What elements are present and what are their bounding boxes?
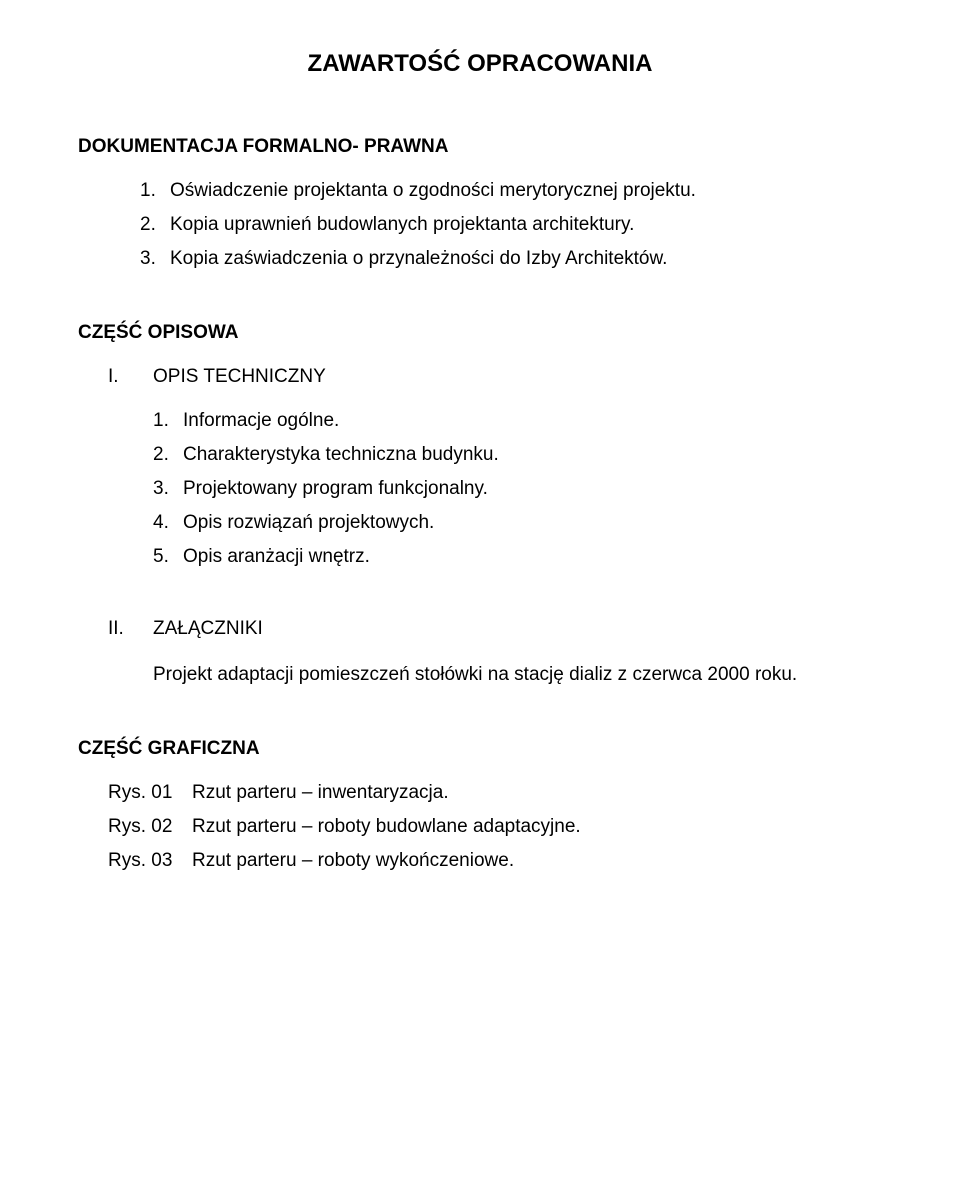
section-heading-graficzna: CZĘŚĆ GRAFICZNA	[78, 738, 882, 760]
rys-item: Rys. 03 Rzut parteru – roboty wykończeni…	[108, 850, 882, 872]
item-text: Opis rozwiązań projektowych.	[183, 512, 434, 534]
item-text: Projektowany program funkcjonalny.	[183, 478, 488, 500]
rys-label: Rys. 03	[108, 850, 192, 872]
rys-item: Rys. 01 Rzut parteru – inwentaryzacja.	[108, 782, 882, 804]
roman-label: OPIS TECHNICZNY	[153, 366, 326, 388]
item-text: Oświadczenie projektanta o zgodności mer…	[170, 180, 696, 202]
item-number: 3.	[153, 478, 183, 500]
item-text: Charakterystyka techniczna budynku.	[183, 444, 499, 466]
opis-list: 1. Informacje ogólne. 2. Charakterystyka…	[153, 410, 882, 568]
dokumentacja-list: 1. Oświadczenie projektanta o zgodności …	[140, 180, 882, 270]
item-number: 1.	[140, 180, 170, 202]
item-text: Kopia zaświadczenia o przynależności do …	[170, 248, 667, 270]
list-item: 3. Projektowany program funkcjonalny.	[153, 478, 882, 500]
item-number: 4.	[153, 512, 183, 534]
rys-list: Rys. 01 Rzut parteru – inwentaryzacja. R…	[108, 782, 882, 872]
list-item: 2. Kopia uprawnień budowlanych projektan…	[140, 214, 882, 236]
item-text: Kopia uprawnień budowlanych projektanta …	[170, 214, 634, 236]
rys-text: Rzut parteru – roboty wykończeniowe.	[192, 850, 514, 872]
item-text: Opis aranżacji wnętrz.	[183, 546, 370, 568]
list-item: 2. Charakterystyka techniczna budynku.	[153, 444, 882, 466]
roman-section-zalaczniki: II. ZAŁĄCZNIKI Projekt adaptacji pomiesz…	[108, 618, 882, 688]
list-item: 4. Opis rozwiązań projektowych.	[153, 512, 882, 534]
roman-number: I.	[108, 366, 153, 388]
roman-heading: I. OPIS TECHNICZNY	[108, 366, 882, 388]
attachment-text: Projekt adaptacji pomieszczeń stołówki n…	[153, 662, 882, 688]
rys-text: Rzut parteru – roboty budowlane adaptacy…	[192, 816, 581, 838]
item-number: 5.	[153, 546, 183, 568]
rys-label: Rys. 01	[108, 782, 192, 804]
rys-item: Rys. 02 Rzut parteru – roboty budowlane …	[108, 816, 882, 838]
list-item: 1. Informacje ogólne.	[153, 410, 882, 432]
item-number: 1.	[153, 410, 183, 432]
item-number: 3.	[140, 248, 170, 270]
section-heading-dokumentacja: DOKUMENTACJA FORMALNO- PRAWNA	[78, 136, 882, 158]
item-text: Informacje ogólne.	[183, 410, 339, 432]
rys-label: Rys. 02	[108, 816, 192, 838]
document-title: ZAWARTOŚĆ OPRACOWANIA	[78, 50, 882, 78]
roman-heading: II. ZAŁĄCZNIKI	[108, 618, 882, 640]
list-item: 3. Kopia zaświadczenia o przynależności …	[140, 248, 882, 270]
roman-label: ZAŁĄCZNIKI	[153, 618, 263, 640]
list-item: 5. Opis aranżacji wnętrz.	[153, 546, 882, 568]
roman-number: II.	[108, 618, 153, 640]
rys-text: Rzut parteru – inwentaryzacja.	[192, 782, 449, 804]
item-number: 2.	[140, 214, 170, 236]
roman-section-opis: I. OPIS TECHNICZNY 1. Informacje ogólne.…	[108, 366, 882, 568]
list-item: 1. Oświadczenie projektanta o zgodności …	[140, 180, 882, 202]
item-number: 2.	[153, 444, 183, 466]
section-heading-opisowa: CZĘŚĆ OPISOWA	[78, 322, 882, 344]
